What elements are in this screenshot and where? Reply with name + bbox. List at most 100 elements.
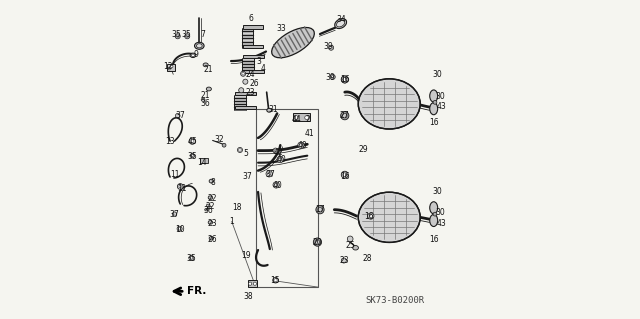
Circle shape xyxy=(328,45,333,50)
Ellipse shape xyxy=(208,221,212,224)
Bar xyxy=(243,45,263,48)
Ellipse shape xyxy=(206,87,211,91)
Text: 18: 18 xyxy=(233,203,242,211)
Text: 27: 27 xyxy=(340,111,349,120)
Text: 11: 11 xyxy=(177,184,187,193)
Text: 36: 36 xyxy=(200,99,210,108)
Text: 20: 20 xyxy=(313,238,323,247)
Text: 35: 35 xyxy=(182,30,191,39)
Circle shape xyxy=(298,142,304,148)
Circle shape xyxy=(341,76,348,83)
Circle shape xyxy=(185,34,190,39)
Circle shape xyxy=(340,112,349,120)
Circle shape xyxy=(330,74,335,79)
Text: 23: 23 xyxy=(245,88,255,97)
Text: 16: 16 xyxy=(429,117,438,127)
Text: 25: 25 xyxy=(346,241,355,250)
Text: 35: 35 xyxy=(186,254,196,263)
Circle shape xyxy=(189,138,195,144)
Circle shape xyxy=(177,226,182,231)
Circle shape xyxy=(348,236,353,242)
Circle shape xyxy=(342,114,347,118)
Text: 4: 4 xyxy=(261,63,266,72)
Text: 30: 30 xyxy=(433,70,442,79)
Circle shape xyxy=(275,149,277,152)
Bar xyxy=(243,26,263,29)
Text: 3: 3 xyxy=(257,57,262,66)
Circle shape xyxy=(242,72,244,75)
Text: 26: 26 xyxy=(249,79,259,88)
Circle shape xyxy=(314,238,321,246)
Text: 16: 16 xyxy=(364,211,374,220)
Text: 11: 11 xyxy=(170,170,179,179)
Bar xyxy=(241,58,253,73)
Ellipse shape xyxy=(429,214,438,226)
Text: 40: 40 xyxy=(272,181,282,190)
Text: 13: 13 xyxy=(165,137,175,145)
Text: 16: 16 xyxy=(340,75,349,84)
Text: 37: 37 xyxy=(243,173,252,182)
Circle shape xyxy=(369,214,372,218)
Text: 42: 42 xyxy=(273,148,283,157)
Circle shape xyxy=(191,155,193,157)
Text: 14: 14 xyxy=(198,158,207,167)
Text: 2: 2 xyxy=(305,115,310,124)
Text: 1: 1 xyxy=(229,217,234,226)
Circle shape xyxy=(253,282,257,285)
Circle shape xyxy=(248,282,252,285)
Text: 39: 39 xyxy=(323,42,333,51)
Text: 30: 30 xyxy=(435,208,445,217)
Ellipse shape xyxy=(191,54,195,56)
Circle shape xyxy=(186,35,189,38)
Circle shape xyxy=(168,67,170,70)
Bar xyxy=(200,158,208,163)
Ellipse shape xyxy=(358,192,420,242)
Ellipse shape xyxy=(206,204,210,207)
Circle shape xyxy=(343,78,347,81)
Text: 38: 38 xyxy=(244,292,253,301)
Text: 6: 6 xyxy=(249,14,253,23)
Text: 23: 23 xyxy=(339,256,349,265)
Circle shape xyxy=(179,227,181,230)
Ellipse shape xyxy=(205,208,208,211)
Circle shape xyxy=(273,148,278,153)
Circle shape xyxy=(330,47,332,49)
Text: 8: 8 xyxy=(211,178,215,187)
Text: 22: 22 xyxy=(205,202,215,211)
Circle shape xyxy=(175,34,180,39)
Circle shape xyxy=(294,116,298,120)
Text: 43: 43 xyxy=(436,102,446,111)
Text: 16: 16 xyxy=(429,235,438,244)
Bar xyxy=(167,64,175,71)
Ellipse shape xyxy=(195,42,204,49)
Circle shape xyxy=(172,212,177,216)
Text: 32: 32 xyxy=(214,135,224,144)
Ellipse shape xyxy=(429,90,438,102)
Ellipse shape xyxy=(429,103,438,115)
Text: 41: 41 xyxy=(305,129,315,138)
Text: 33: 33 xyxy=(276,24,286,33)
Circle shape xyxy=(341,258,346,263)
Circle shape xyxy=(274,278,277,282)
Circle shape xyxy=(433,100,437,104)
Text: 37: 37 xyxy=(175,111,185,120)
Ellipse shape xyxy=(353,246,358,250)
Text: FR.: FR. xyxy=(187,286,206,296)
Bar xyxy=(293,113,310,121)
Text: 40: 40 xyxy=(298,141,307,150)
Circle shape xyxy=(433,212,437,216)
Text: 12: 12 xyxy=(163,62,173,71)
Circle shape xyxy=(278,158,282,161)
Ellipse shape xyxy=(208,196,212,199)
Circle shape xyxy=(316,240,320,244)
Circle shape xyxy=(341,76,348,83)
Text: 24: 24 xyxy=(246,70,255,79)
Circle shape xyxy=(277,156,284,163)
Circle shape xyxy=(243,79,248,84)
Circle shape xyxy=(190,153,195,158)
Bar xyxy=(243,55,264,58)
Ellipse shape xyxy=(203,63,208,67)
Text: 21: 21 xyxy=(201,92,211,100)
Text: 30: 30 xyxy=(435,92,445,101)
Ellipse shape xyxy=(429,202,438,214)
